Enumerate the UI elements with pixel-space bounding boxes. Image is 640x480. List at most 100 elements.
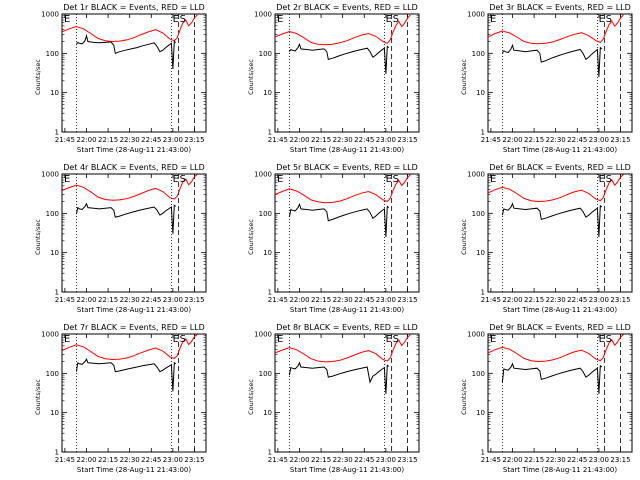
x-tick-label: 22:30 bbox=[333, 456, 353, 464]
x-tick-label: 23:00 bbox=[376, 136, 396, 144]
x-tick-label: 22:00 bbox=[76, 456, 96, 464]
x-tick-label: 21:45 bbox=[268, 136, 288, 144]
x-axis-label: Start Time (28-Aug-11 21:43:00) bbox=[77, 306, 191, 314]
x-tick-label: 23:00 bbox=[376, 296, 396, 304]
lld-rate-line bbox=[62, 14, 198, 43]
x-axis-label: Start Time (28-Aug-11 21:43:00) bbox=[503, 466, 617, 474]
detector-panel: Det 2r BLACK = Events, RED = LLD 1 10 100 10… bbox=[247, 3, 420, 154]
y-tick-label: 10 bbox=[50, 89, 59, 97]
y-tick-label: 1000 bbox=[467, 331, 485, 339]
x-tick-label: 22:45 bbox=[141, 296, 161, 304]
panel-title: Det 7r BLACK = Events, RED = LLD bbox=[63, 323, 205, 332]
y-axis-label: Counts/sec bbox=[460, 59, 468, 95]
x-axis-label: Start Time (28-Aug-11 21:43:00) bbox=[77, 146, 191, 154]
marker-e: E bbox=[173, 174, 179, 185]
events-rate-line bbox=[288, 361, 390, 394]
x-tick-label: 22:30 bbox=[546, 456, 566, 464]
y-tick-label: 10 bbox=[476, 409, 485, 417]
x-tick-label: 23:15 bbox=[184, 136, 204, 144]
y-tick-label: 100 bbox=[46, 50, 59, 58]
lld-rate-line bbox=[488, 174, 624, 203]
panel-title: Det 8r BLACK = Events, RED = LLD bbox=[276, 323, 418, 332]
events-rate-line bbox=[501, 43, 603, 78]
detector-panel: Det 3r BLACK = Events, RED = LLD 1 10 100 10… bbox=[460, 3, 633, 154]
x-tick-label: 22:30 bbox=[120, 456, 140, 464]
detector-panel: Det 6r BLACK = Events, RED = LLD 1 10 100 10… bbox=[460, 163, 633, 314]
x-tick-label: 22:15 bbox=[524, 296, 544, 304]
x-tick-label: 22:15 bbox=[98, 296, 118, 304]
detector-panel: Det 7r BLACK = Events, RED = LLD 1 10 100 10… bbox=[34, 323, 207, 474]
marker-e-left: E bbox=[64, 14, 70, 25]
marker-e: E bbox=[599, 14, 605, 25]
x-tick-label: 22:45 bbox=[141, 456, 161, 464]
y-tick-label: 1000 bbox=[41, 171, 59, 179]
events-rate-line bbox=[288, 202, 390, 238]
y-tick-label: 10 bbox=[476, 249, 485, 257]
y-axis-label: Counts/sec bbox=[247, 379, 255, 415]
x-tick-label: 23:00 bbox=[163, 136, 183, 144]
x-tick-label: 23:15 bbox=[397, 456, 417, 464]
detector-panel: Det 9r BLACK = Events, RED = LLD 1 10 100 10… bbox=[460, 323, 633, 474]
x-tick-label: 22:30 bbox=[546, 296, 566, 304]
y-tick-label: 1 bbox=[268, 289, 272, 297]
y-tick-label: 1 bbox=[55, 449, 59, 457]
x-tick-label: 23:00 bbox=[589, 456, 609, 464]
plot-frame bbox=[274, 13, 420, 133]
x-tick-label: 22:15 bbox=[98, 136, 118, 144]
events-rate-line bbox=[501, 362, 603, 394]
y-axis-label: Counts/sec bbox=[34, 59, 42, 95]
marker-s: S bbox=[393, 334, 399, 345]
x-tick-label: 22:30 bbox=[120, 296, 140, 304]
panel-title: Det 1r BLACK = Events, RED = LLD bbox=[63, 3, 205, 12]
plot-frame bbox=[61, 173, 207, 293]
x-tick-label: 21:45 bbox=[481, 296, 501, 304]
y-tick-label: 1 bbox=[55, 129, 59, 137]
y-tick-label: 1000 bbox=[41, 11, 59, 19]
y-tick-label: 1000 bbox=[254, 171, 272, 179]
x-tick-label: 21:45 bbox=[481, 456, 501, 464]
x-tick-label: 22:15 bbox=[98, 456, 118, 464]
y-tick-label: 1000 bbox=[41, 331, 59, 339]
x-tick-label: 21:45 bbox=[55, 296, 75, 304]
x-tick-label: 22:15 bbox=[311, 456, 331, 464]
y-tick-label: 100 bbox=[259, 50, 272, 58]
detector-panel: Det 5r BLACK = Events, RED = LLD 1 10 100 10… bbox=[247, 163, 420, 314]
events-rate-line bbox=[501, 202, 603, 238]
events-rate-line bbox=[75, 33, 177, 70]
marker-s: S bbox=[180, 14, 186, 25]
x-tick-label: 23:00 bbox=[376, 456, 396, 464]
x-tick-label: 23:00 bbox=[589, 296, 609, 304]
x-tick-label: 22:00 bbox=[502, 136, 522, 144]
x-tick-label: 22:45 bbox=[354, 136, 374, 144]
x-tick-label: 21:45 bbox=[55, 456, 75, 464]
plot-frame bbox=[61, 13, 207, 133]
panel-title: Det 3r BLACK = Events, RED = LLD bbox=[489, 3, 631, 12]
y-tick-label: 10 bbox=[263, 409, 272, 417]
lld-rate-line bbox=[275, 334, 411, 363]
y-tick-label: 100 bbox=[259, 210, 272, 218]
x-tick-label: 22:45 bbox=[567, 136, 587, 144]
y-axis-label: Counts/sec bbox=[34, 219, 42, 255]
x-tick-label: 22:00 bbox=[502, 296, 522, 304]
marker-e-left: E bbox=[277, 14, 283, 25]
y-tick-label: 10 bbox=[476, 89, 485, 97]
x-tick-label: 22:15 bbox=[524, 456, 544, 464]
plot-frame bbox=[274, 173, 420, 293]
lld-rate-line bbox=[488, 14, 624, 45]
x-tick-label: 22:00 bbox=[289, 296, 309, 304]
x-axis-label: Start Time (28-Aug-11 21:43:00) bbox=[503, 146, 617, 154]
lld-rate-line bbox=[275, 14, 411, 46]
y-axis-label: Counts/sec bbox=[460, 379, 468, 415]
y-tick-label: 100 bbox=[259, 370, 272, 378]
y-tick-label: 100 bbox=[472, 370, 485, 378]
x-tick-label: 22:45 bbox=[354, 296, 374, 304]
panel-title: Det 4r BLACK = Events, RED = LLD bbox=[63, 163, 205, 172]
marker-e: E bbox=[386, 174, 392, 185]
marker-e-left: E bbox=[64, 174, 70, 185]
x-tick-label: 23:15 bbox=[610, 136, 630, 144]
marker-s: S bbox=[606, 14, 612, 25]
y-tick-label: 10 bbox=[50, 249, 59, 257]
y-axis-label: Counts/sec bbox=[247, 219, 255, 255]
y-tick-label: 100 bbox=[46, 210, 59, 218]
